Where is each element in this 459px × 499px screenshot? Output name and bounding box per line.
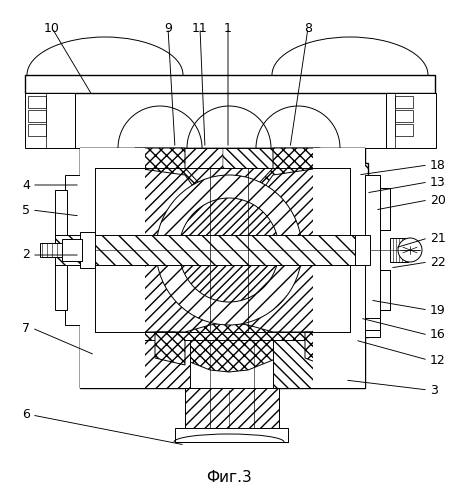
- Polygon shape: [185, 388, 279, 428]
- Text: 10: 10: [44, 21, 60, 34]
- Text: 20: 20: [430, 194, 446, 207]
- Text: 9: 9: [164, 21, 172, 34]
- Text: 8: 8: [304, 21, 312, 34]
- Text: 5: 5: [22, 204, 30, 217]
- Polygon shape: [28, 110, 46, 122]
- Text: 18: 18: [430, 159, 446, 172]
- Ellipse shape: [179, 198, 279, 302]
- Text: 11: 11: [192, 21, 208, 34]
- Polygon shape: [80, 148, 145, 388]
- Polygon shape: [55, 190, 67, 310]
- Polygon shape: [395, 96, 413, 108]
- Polygon shape: [155, 332, 185, 365]
- Text: 2: 2: [22, 249, 30, 261]
- Polygon shape: [273, 340, 335, 388]
- Polygon shape: [130, 340, 335, 388]
- Polygon shape: [95, 250, 350, 332]
- Polygon shape: [80, 148, 223, 388]
- Ellipse shape: [217, 238, 241, 262]
- Polygon shape: [305, 332, 323, 365]
- Polygon shape: [28, 96, 46, 108]
- Polygon shape: [365, 175, 390, 325]
- Polygon shape: [365, 318, 380, 330]
- Polygon shape: [313, 148, 365, 388]
- Polygon shape: [130, 340, 190, 388]
- Polygon shape: [25, 93, 75, 148]
- Polygon shape: [365, 175, 380, 325]
- Polygon shape: [65, 175, 82, 325]
- Text: 4: 4: [22, 179, 30, 192]
- Polygon shape: [386, 93, 436, 148]
- Text: 12: 12: [430, 353, 446, 366]
- Polygon shape: [223, 148, 365, 388]
- Polygon shape: [395, 110, 413, 122]
- Polygon shape: [80, 232, 95, 268]
- Polygon shape: [355, 235, 370, 265]
- Polygon shape: [365, 330, 380, 337]
- Text: 19: 19: [430, 303, 446, 316]
- Text: 13: 13: [430, 176, 446, 189]
- Polygon shape: [390, 238, 408, 262]
- Text: 6: 6: [22, 409, 30, 422]
- Text: 21: 21: [430, 232, 446, 245]
- Polygon shape: [25, 75, 435, 93]
- Polygon shape: [28, 124, 46, 136]
- Polygon shape: [95, 168, 350, 250]
- Polygon shape: [395, 124, 413, 136]
- Text: Фиг.3: Фиг.3: [206, 471, 252, 486]
- Polygon shape: [80, 148, 365, 388]
- Polygon shape: [350, 163, 368, 337]
- Text: 1: 1: [224, 21, 232, 34]
- Polygon shape: [95, 240, 350, 260]
- Text: 7: 7: [22, 321, 30, 334]
- Polygon shape: [55, 235, 355, 265]
- Polygon shape: [40, 243, 62, 257]
- Text: 3: 3: [430, 384, 438, 397]
- Text: 22: 22: [430, 255, 446, 268]
- Polygon shape: [135, 322, 320, 372]
- Polygon shape: [135, 148, 320, 215]
- Text: 16: 16: [430, 328, 446, 341]
- Polygon shape: [175, 428, 288, 442]
- Ellipse shape: [398, 238, 422, 262]
- Ellipse shape: [156, 175, 302, 325]
- Polygon shape: [62, 239, 82, 261]
